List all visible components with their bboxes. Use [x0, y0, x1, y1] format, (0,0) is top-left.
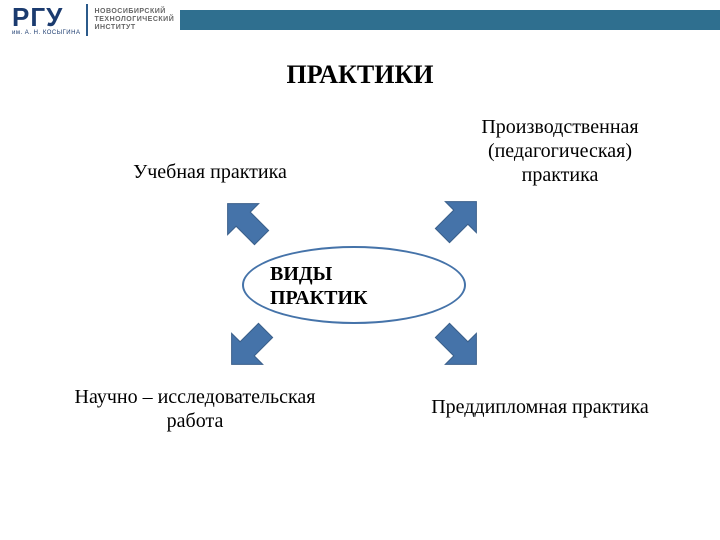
logo-text-block: РГУ им. А. Н. КОСЫГИНА	[12, 4, 80, 36]
label-line: Научно – исследовательская	[40, 385, 350, 409]
arrow-bottom-left-icon	[210, 306, 289, 385]
label-line: работа	[40, 409, 350, 433]
label-top-left: Учебная практика	[100, 160, 320, 184]
logo: РГУ им. А. Н. КОСЫГИНА НОВОСИБИРСКИЙ ТЕХ…	[12, 4, 174, 36]
logo-divider	[86, 4, 88, 36]
label-line: (педагогическая)	[440, 139, 680, 163]
logo-main: РГУ	[12, 4, 80, 30]
center-line: ВИДЫ	[270, 262, 368, 286]
institute-line: НОВОСИБИРСКИЙ	[94, 8, 174, 16]
header-bar	[180, 10, 720, 30]
header: РГУ им. А. Н. КОСЫГИНА НОВОСИБИРСКИЙ ТЕХ…	[0, 0, 720, 48]
center-label: ВИДЫ ПРАКТИК	[270, 262, 368, 310]
label-top-right: Производственная (педагогическая) практи…	[440, 115, 680, 187]
logo-institute: НОВОСИБИРСКИЙ ТЕХНОЛОГИЧЕСКИЙ ИНСТИТУТ	[94, 8, 174, 32]
institute-line: ТЕХНОЛОГИЧЕСКИЙ	[94, 16, 174, 24]
arrow-top-right-icon	[418, 180, 497, 259]
center-line: ПРАКТИК	[270, 286, 368, 310]
label-bottom-left: Научно – исследовательская работа	[40, 385, 350, 433]
logo-sub: им. А. Н. КОСЫГИНА	[12, 30, 80, 36]
arrow-top-left-icon	[206, 182, 285, 261]
label-line: практика	[440, 163, 680, 187]
arrow-bottom-right-icon	[418, 306, 497, 385]
institute-line: ИНСТИТУТ	[94, 24, 174, 32]
label-bottom-right: Преддипломная практика	[400, 395, 680, 419]
page-title: ПРАКТИКИ	[0, 60, 720, 90]
label-line: Производственная	[440, 115, 680, 139]
